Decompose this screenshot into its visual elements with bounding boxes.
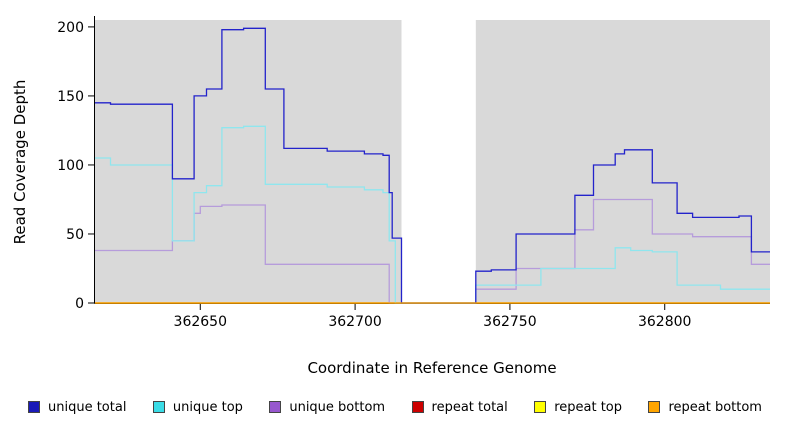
legend-item-unique-bottom: unique bottom bbox=[269, 400, 385, 415]
legend-label: unique total bbox=[48, 399, 127, 415]
y-tick-label: 50 bbox=[66, 227, 84, 243]
legend-label: repeat top bbox=[554, 399, 622, 415]
legend-swatch-repeat-bottom bbox=[648, 401, 661, 413]
legend-swatch-repeat-top bbox=[534, 401, 547, 413]
y-tick-label: 200 bbox=[57, 20, 84, 36]
legend-label: repeat bottom bbox=[668, 399, 762, 415]
series-line-unique-total bbox=[95, 27, 770, 304]
x-tick-label: 362700 bbox=[328, 314, 381, 330]
y-tick-label: 0 bbox=[75, 296, 84, 312]
legend-item-repeat-total: repeat total bbox=[411, 399, 508, 415]
y-axis-title: Read Coverage Depth bbox=[11, 80, 29, 245]
legend-swatch-unique-top bbox=[152, 401, 165, 413]
x-axis-title: Coordinate in Reference Genome bbox=[307, 359, 556, 377]
legend-item-repeat-top: repeat top bbox=[534, 400, 622, 415]
legend: unique total unique top unique bottom repea… bbox=[0, 388, 792, 430]
legend-label: unique bottom bbox=[289, 399, 386, 415]
legend-item-unique-top: unique top bbox=[152, 399, 243, 415]
series-line-unique-top bbox=[95, 125, 770, 304]
legend-swatch-unique-bottom bbox=[269, 401, 282, 413]
coverage-region bbox=[95, 20, 402, 303]
x-tick-label: 362800 bbox=[638, 314, 691, 330]
legend-item-repeat-bottom: repeat bottom bbox=[648, 400, 762, 415]
coverage-plot: 362650 362700 362750 362800 0 50 100 150 200 Coo… bbox=[11, 16, 770, 377]
y-tick-label: 100 bbox=[57, 158, 84, 174]
x-tick-label: 362750 bbox=[483, 314, 536, 330]
legend-label: repeat total bbox=[431, 399, 508, 415]
legend-swatch-unique-total bbox=[28, 401, 40, 413]
legend-swatch-repeat-total bbox=[411, 401, 424, 413]
legend-label: unique top bbox=[172, 399, 243, 415]
legend-item-unique-total: unique total bbox=[28, 400, 126, 415]
y-tick-label: 150 bbox=[57, 89, 84, 105]
coverage-region bbox=[475, 20, 770, 303]
x-tick-label: 362650 bbox=[174, 314, 227, 330]
